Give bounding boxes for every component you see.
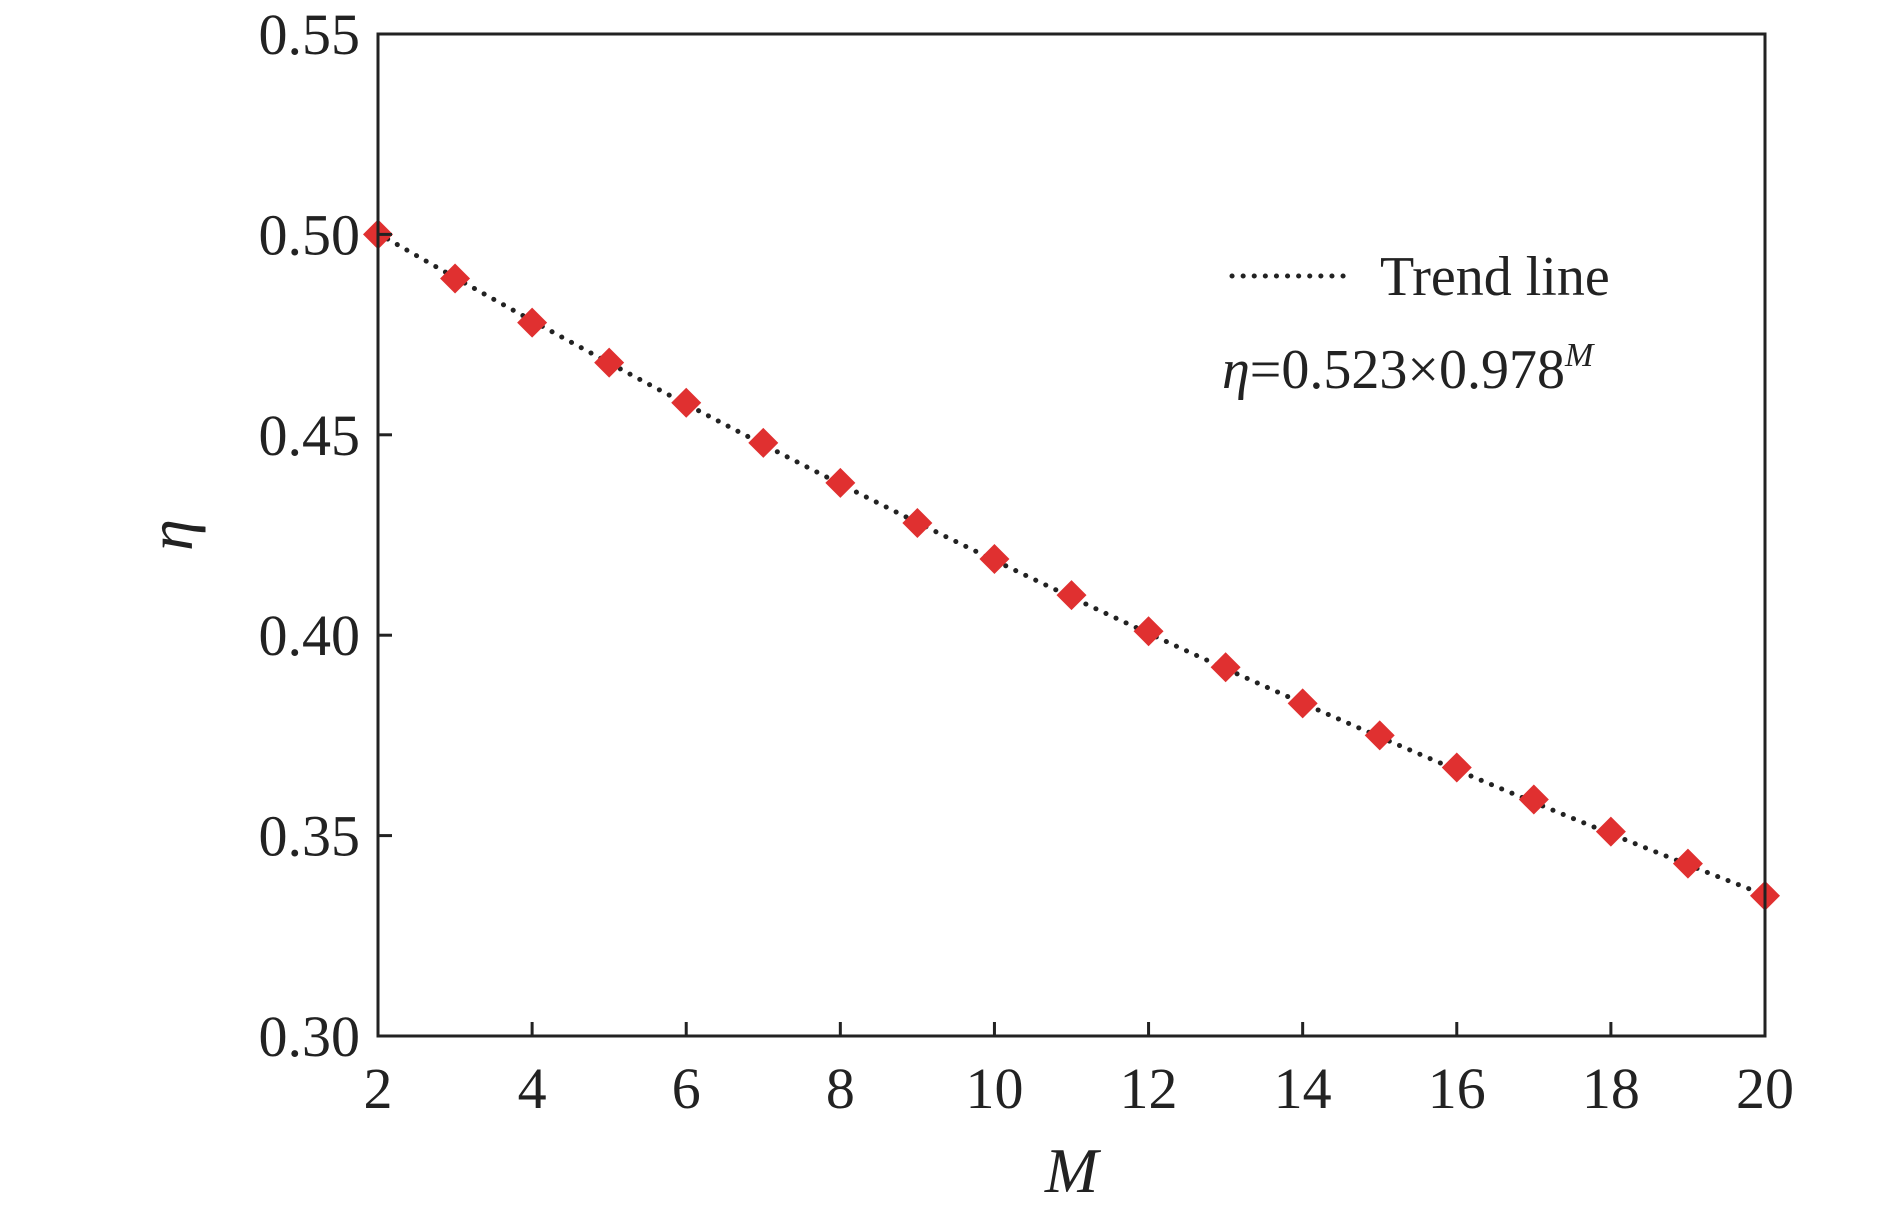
y-axis-title: η [135,519,206,551]
y-tick-label: 0.35 [259,804,361,869]
x-tick-label: 14 [1274,1056,1332,1121]
y-tick-label: 0.55 [259,2,361,67]
data-point-marker [1441,752,1472,783]
data-point-marker [671,387,702,418]
data-point-marker [825,467,856,498]
plot-frame [376,32,1767,1038]
data-point-marker [440,263,471,294]
x-tick-label: 18 [1582,1056,1640,1121]
x-tick-label: 16 [1428,1056,1486,1121]
trend-line [375,230,1768,898]
equation-lhs: η [1222,339,1250,401]
data-point-marker [594,347,625,378]
data-point-marker [1056,580,1087,611]
data-point-marker [1518,784,1549,815]
data-point-marker [1672,848,1703,879]
marker-layer [363,219,1780,911]
data-point-marker [1133,616,1164,647]
equation-rhs: =0.523×0.978 [1250,339,1565,401]
data-point-marker [979,544,1010,575]
data-point-marker [1364,720,1395,751]
x-tick-label: 20 [1736,1056,1794,1121]
x-axis-title: M [1044,1135,1102,1206]
legend: Trend line η=0.523×0.978M [1222,246,1610,401]
data-point-marker [748,427,779,458]
y-tick-label: 0.45 [259,403,361,468]
data-point-marker [1595,816,1626,847]
data-point-marker [902,507,933,538]
tick-layer: 2 4 6 8 10 12 14 16 18 20 0.30 0.35 0.40 0.45 0.50 0.55 [259,2,1795,1121]
y-tick-label: 0.40 [259,603,361,668]
data-point-marker [1210,652,1241,683]
y-tick-label: 0.50 [259,202,361,267]
data-point-marker [517,307,548,338]
legend-trend-line-label: Trend line [1380,246,1610,308]
trend-layer [375,230,1768,898]
data-point-marker [1287,688,1318,719]
x-tick-label: 4 [518,1056,547,1121]
trend-equation: η=0.523×0.978M [1222,337,1595,401]
x-tick-label: 12 [1120,1056,1178,1121]
x-tick-label: 6 [672,1056,701,1121]
y-tick-label: 0.30 [259,1004,361,1069]
x-tick-label: 8 [826,1056,855,1121]
equation-exponent: M [1564,337,1595,374]
x-tick-label: 2 [364,1056,393,1121]
x-tick-label: 10 [965,1056,1023,1121]
